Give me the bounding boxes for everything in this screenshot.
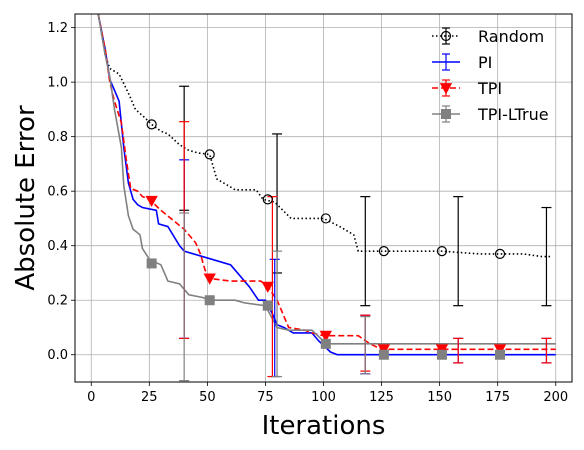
error-bar bbox=[360, 315, 371, 375]
x-tick-label: 175 bbox=[485, 390, 510, 405]
data-point-tpi-ltrue bbox=[320, 338, 331, 349]
error-bar bbox=[453, 196, 464, 307]
y-tick-label: 0.4 bbox=[47, 239, 68, 254]
data-point-random bbox=[204, 149, 215, 160]
y-tick-label: 0.8 bbox=[47, 130, 68, 145]
x-axis-label: Iterations bbox=[262, 411, 386, 441]
x-tick-label: 75 bbox=[257, 390, 274, 405]
data-point-tpi-ltrue bbox=[495, 349, 506, 360]
data-point-random bbox=[378, 246, 389, 257]
x-tick-label: 25 bbox=[141, 390, 158, 405]
series-line-tpi bbox=[97, 14, 556, 351]
ticks: 0 25 50 75 100 125 150 175 200 0.0 0.2 0.4 0.6 0.8 1.0… bbox=[47, 21, 568, 405]
y-tick-label: 1.0 bbox=[47, 76, 68, 91]
legend-label: Random bbox=[478, 27, 544, 46]
data-point-random bbox=[494, 248, 506, 259]
series-line-pi bbox=[97, 14, 556, 356]
error-bar bbox=[360, 196, 371, 307]
y-tick-label: 0.6 bbox=[47, 185, 68, 200]
x-tick-label: 50 bbox=[199, 390, 216, 405]
y-tick-label: 0.2 bbox=[47, 294, 68, 309]
legend-entry-tpi-ltrue: TPI-LTrue bbox=[432, 105, 549, 124]
series-layer bbox=[97, 14, 556, 356]
errorbar-layer bbox=[179, 85, 552, 382]
y-tick-label: 1.2 bbox=[47, 21, 68, 36]
marker-layer bbox=[145, 119, 507, 360]
data-point-random bbox=[262, 194, 273, 205]
legend-entry-random: Random bbox=[432, 27, 544, 46]
legend-marker bbox=[441, 109, 451, 119]
legend-label: PI bbox=[478, 53, 492, 72]
data-point-tpi bbox=[145, 195, 158, 208]
error-bar bbox=[272, 250, 283, 378]
legend-marker bbox=[439, 83, 453, 95]
x-tick-label: 200 bbox=[543, 390, 568, 405]
y-tick-label: 0.0 bbox=[47, 348, 68, 363]
data-point-tpi bbox=[261, 281, 274, 293]
legend-entry-tpi: TPI bbox=[432, 79, 502, 98]
error-bar bbox=[453, 337, 464, 364]
data-point-tpi bbox=[319, 330, 332, 342]
data-point-random bbox=[320, 213, 331, 224]
data-point-tpi bbox=[203, 273, 216, 285]
x-tick-label: 100 bbox=[311, 390, 336, 405]
series-line-random bbox=[97, 14, 552, 258]
legend-label: TPI-LTrue bbox=[477, 105, 549, 124]
x-tick-label: 125 bbox=[369, 390, 394, 405]
legend: Random PI TPI TPI-LTrue bbox=[432, 27, 549, 124]
series-line-tpi-ltrue bbox=[97, 14, 556, 345]
data-point-tpi-ltrue bbox=[204, 295, 215, 306]
data-point-tpi-ltrue bbox=[262, 300, 273, 311]
data-point-tpi-ltrue bbox=[146, 258, 157, 269]
x-tick-label: 150 bbox=[427, 390, 452, 405]
error-bar bbox=[179, 212, 190, 382]
error-bar bbox=[541, 206, 552, 307]
legend-entry-pi: PI bbox=[432, 53, 492, 72]
data-point-tpi-ltrue bbox=[378, 349, 389, 360]
legend-label: TPI bbox=[477, 79, 502, 98]
x-tick-label: 0 bbox=[87, 390, 95, 405]
error-bar bbox=[541, 337, 552, 364]
data-point-random bbox=[146, 119, 157, 130]
y-axis-label: Absolute Error bbox=[11, 105, 41, 291]
data-point-random bbox=[436, 246, 448, 257]
data-point-tpi-ltrue bbox=[436, 349, 447, 360]
legend-marker bbox=[440, 30, 452, 42]
